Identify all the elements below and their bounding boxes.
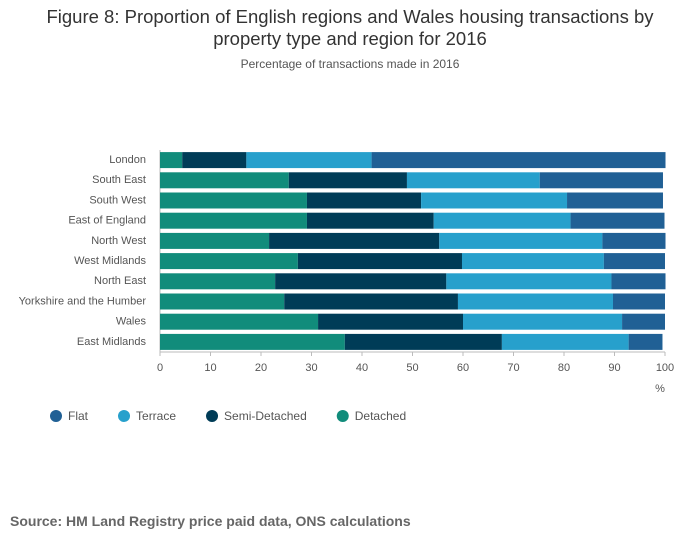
bar-segment <box>182 152 247 169</box>
x-tick-label: 20 <box>255 362 267 374</box>
x-tick-label: 50 <box>406 362 418 374</box>
bar-segment <box>269 232 440 249</box>
y-tick-label: North East <box>94 275 146 287</box>
y-tick-label: London <box>109 154 146 166</box>
y-tick-label: Wales <box>116 316 147 328</box>
bar-segment <box>611 273 666 290</box>
x-tick-label: 80 <box>558 362 570 374</box>
legend-marker <box>50 410 62 422</box>
bar-segment <box>306 212 434 229</box>
x-tick-label: 10 <box>204 362 216 374</box>
bar-segment <box>160 313 319 330</box>
y-tick-label: West Midlands <box>74 255 146 267</box>
bar-segment <box>622 313 665 330</box>
x-tick-label: 60 <box>457 362 469 374</box>
x-tick-label: 30 <box>305 362 317 374</box>
bar-segment <box>371 152 666 169</box>
y-tick-label: East of England <box>68 215 146 227</box>
legend-label: Flat <box>68 409 89 423</box>
bar-segment <box>461 253 604 270</box>
legend-label: Detached <box>355 409 406 423</box>
bar-segment <box>439 232 603 249</box>
x-axis-label: % <box>655 383 665 395</box>
chart-title: Figure 8: Proportion of English regions … <box>46 6 654 49</box>
x-tick-label: 40 <box>356 362 368 374</box>
bar-segment <box>570 212 665 229</box>
bar-segment <box>628 333 663 350</box>
legend-label: Semi-Detached <box>224 409 307 423</box>
bar-segment <box>567 192 663 209</box>
bar-segment <box>603 253 665 270</box>
x-tick-label: 0 <box>157 362 163 374</box>
bar-segment <box>433 212 571 229</box>
x-tick-label: 100 <box>656 362 674 374</box>
bar-segment <box>602 232 666 249</box>
bar-segment <box>246 152 372 169</box>
bar-segment <box>160 212 307 229</box>
bar-segment <box>446 273 612 290</box>
bar-segment <box>284 293 458 310</box>
bar-segment <box>463 313 623 330</box>
chart-subtitle: Percentage of transactions made in 2016 <box>240 57 460 71</box>
legend-marker <box>206 410 219 422</box>
bar-segment <box>160 253 298 270</box>
y-tick-label: North West <box>91 235 146 247</box>
bar-segment <box>344 333 502 350</box>
y-tick-label: Yorkshire and the Humber <box>19 295 147 307</box>
bar-segment <box>160 333 345 350</box>
bar-segment <box>457 293 613 310</box>
bar-segment <box>288 172 407 189</box>
legend-label: Terrace <box>136 409 176 423</box>
bar-segment <box>306 192 422 209</box>
source-note: Source: HM Land Registry price paid data… <box>10 513 411 529</box>
legend-marker <box>118 410 131 422</box>
bar-segment <box>160 172 289 189</box>
bar-segment <box>539 172 663 189</box>
bar-segment <box>501 333 629 350</box>
bar-segment <box>318 313 463 330</box>
bar-segment <box>160 192 307 209</box>
y-tick-label: South East <box>92 174 146 186</box>
bar-segment <box>406 172 540 189</box>
bar-segment <box>275 273 447 290</box>
legend-marker <box>336 410 349 422</box>
bar-segment <box>160 152 183 169</box>
bar-segment <box>297 253 462 270</box>
bar-segment <box>612 293 665 310</box>
x-tick-label: 90 <box>608 362 620 374</box>
y-tick-label: South West <box>89 194 146 206</box>
bar-segment <box>160 232 270 249</box>
bar-segment <box>160 273 276 290</box>
y-tick-label: East Midlands <box>77 336 147 348</box>
bar-segment <box>160 293 285 310</box>
bar-segment <box>421 192 568 209</box>
x-tick-label: 70 <box>507 362 519 374</box>
